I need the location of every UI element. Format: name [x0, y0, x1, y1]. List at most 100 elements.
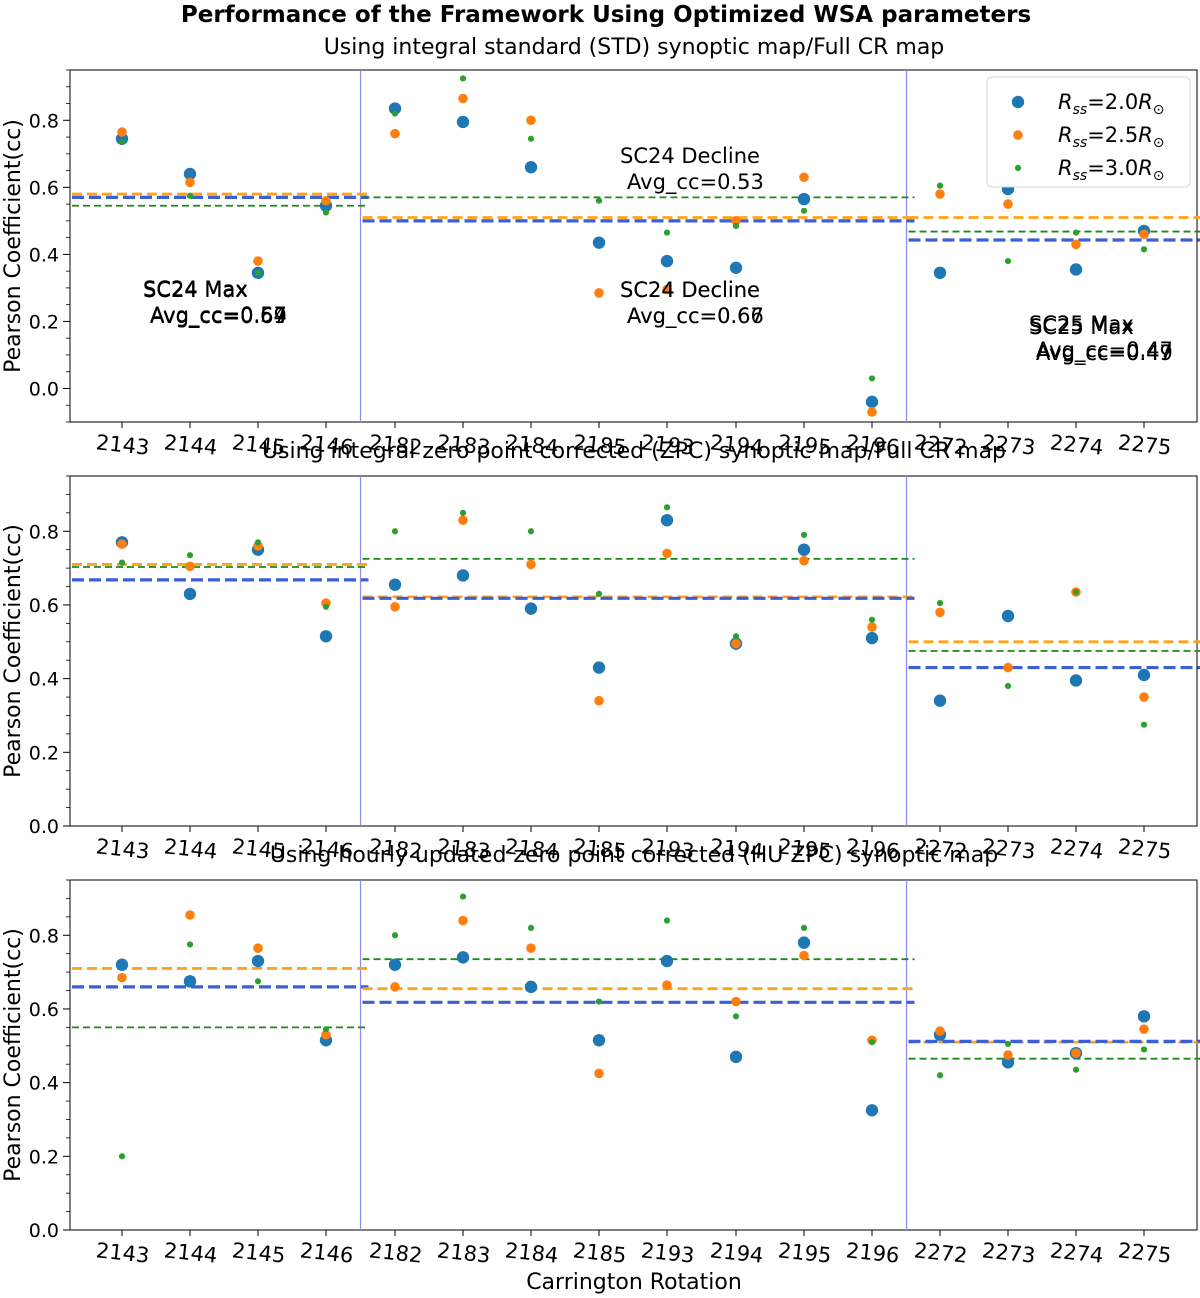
point-rss-3.0-cr2182 — [391, 932, 399, 939]
legend-marker-rss-2.5 — [1013, 130, 1023, 140]
x-tick-label: 2272 — [913, 834, 969, 863]
y-tick-label: 0.6 — [29, 595, 59, 617]
x-tick-label: 2144 — [163, 834, 219, 863]
point-rss-2.0-cr2194 — [729, 261, 743, 274]
phase-avg-label: Avg_cc=0.49 — [1036, 341, 1173, 366]
point-rss-3.0-cr2273 — [1004, 257, 1012, 265]
point-rss-3.0-cr2146 — [322, 209, 330, 216]
x-tick-label: 2274 — [1049, 430, 1105, 459]
legend: Rss=2.0R⊙ Rss=2.5R⊙ Rss=3.0R⊙ — [986, 76, 1191, 188]
phase-label: SC25 Max — [1029, 315, 1134, 339]
point-rss-3.0-cr2182 — [391, 528, 399, 535]
x-tick-label: 2184 — [504, 1238, 560, 1267]
x-tick-label: 2183 — [436, 1238, 492, 1267]
panel-1: Using integral standard (STD) synoptic m… — [1, 35, 1200, 460]
y-axis-label: Pearson Coefficient(cc) — [1, 928, 26, 1182]
point-rss-2.0-cr2185 — [592, 236, 606, 249]
point-rss-2.0-cr2184 — [524, 602, 538, 615]
point-rss-3.0-cr2144 — [186, 552, 194, 559]
point-rss-2.5-cr2146 — [321, 1029, 331, 1040]
y-tick-label: 0.2 — [29, 311, 59, 333]
point-rss-3.0-cr2194 — [732, 1013, 740, 1020]
point-rss-2.0-cr2274 — [1069, 674, 1083, 687]
point-rss-2.0-cr2196 — [865, 395, 879, 409]
point-rss-3.0-cr2146 — [322, 603, 330, 610]
point-rss-3.0-cr2196 — [868, 1039, 876, 1046]
point-rss-3.0-cr2144 — [186, 192, 194, 199]
point-rss-3.0-cr2183 — [459, 75, 467, 82]
point-rss-3.0-cr2273 — [1004, 1040, 1012, 1048]
x-tick-label: 2193 — [640, 430, 696, 459]
y-axis-label: Pearson Coefficient(cc) — [1, 119, 26, 373]
point-rss-2.0-cr2275 — [1137, 668, 1151, 682]
x-tick-label: 2196 — [845, 430, 901, 459]
point-rss-2.5-cr2182 — [390, 128, 400, 139]
point-rss-3.0-cr2185 — [595, 590, 603, 597]
x-tick-label: 2143 — [95, 430, 151, 459]
legend-box — [986, 76, 1191, 188]
point-rss-2.0-cr2185 — [592, 1034, 606, 1047]
point-rss-3.0-cr2274 — [1072, 588, 1080, 596]
point-rss-2.5-cr2193 — [662, 548, 672, 559]
x-tick-label: 2182 — [368, 430, 424, 459]
point-rss-2.5-cr2146 — [321, 195, 331, 206]
x-tick-label: 2146 — [299, 430, 355, 459]
phase-label: SC25 Max — [1029, 315, 1134, 339]
point-rss-2.5-cr2182 — [390, 601, 400, 612]
x-tick-label: 2145 — [231, 1238, 287, 1267]
x-tick-label: 2184 — [504, 834, 560, 863]
x-tick-label: 2273 — [981, 1238, 1037, 1267]
x-tick-label: 2143 — [95, 1238, 151, 1267]
point-rss-3.0-cr2144 — [186, 941, 194, 948]
point-rss-2.0-cr2184 — [524, 980, 538, 994]
legend-label-rss-3.0: Rss=3.0R⊙ — [1058, 156, 1165, 184]
y-tick-label: 0.4 — [29, 669, 59, 691]
point-rss-3.0-cr2193 — [663, 229, 671, 236]
legend-label-rss-2.0: Rss=2.0R⊙ — [1058, 90, 1165, 118]
panel-2: Using integral zero point corrected (ZPC… — [1, 278, 1200, 864]
x-tick-label: 2143 — [95, 834, 151, 863]
point-rss-3.0-cr2196 — [868, 375, 876, 382]
point-rss-2.5-cr2194 — [731, 638, 741, 649]
point-rss-2.0-cr2273 — [1001, 609, 1015, 623]
x-tick-label: 2144 — [163, 1238, 219, 1267]
point-rss-2.5-cr2193 — [662, 980, 672, 990]
x-tick-label: 2183 — [436, 430, 492, 459]
x-tick-label: 2275 — [1117, 834, 1173, 863]
point-rss-2.0-cr2196 — [865, 1104, 879, 1117]
point-rss-2.0-cr2274 — [1069, 263, 1083, 276]
point-rss-3.0-cr2184 — [527, 528, 535, 535]
point-rss-2.0-cr2272 — [933, 266, 947, 280]
point-rss-2.5-cr2273 — [1003, 199, 1013, 209]
phase-label: SC24 Decline — [620, 278, 760, 302]
point-rss-3.0-cr2143 — [118, 559, 126, 566]
point-rss-2.0-cr2183 — [456, 569, 470, 582]
point-rss-3.0-cr2272 — [936, 600, 944, 607]
point-rss-2.5-cr2185 — [594, 288, 604, 298]
point-rss-3.0-cr2143 — [118, 1153, 126, 1160]
point-rss-3.0-cr2146 — [322, 1026, 330, 1033]
point-rss-2.0-cr2146 — [319, 630, 333, 643]
panel-3: Using hourly updated zero point correcte… — [1, 278, 1200, 1268]
phase-avg-label: Avg_cc=0.47 — [1036, 338, 1173, 363]
phase-label: SC24 Max — [143, 278, 248, 302]
x-tick-label: 2193 — [640, 834, 696, 863]
legend-label-rss-2.5: Rss=2.5R⊙ — [1058, 123, 1165, 151]
point-rss-3.0-cr2193 — [663, 504, 671, 511]
point-rss-3.0-cr2183 — [459, 893, 467, 900]
phase-avg-label: Avg_cc=0.47 — [1036, 341, 1173, 366]
point-rss-3.0-cr2145 — [254, 978, 262, 985]
point-rss-3.0-cr2185 — [595, 998, 603, 1005]
x-tick-label: 2273 — [981, 834, 1037, 863]
y-tick-label: 0.6 — [29, 177, 59, 199]
point-rss-2.5-cr2184 — [526, 559, 536, 570]
point-rss-2.0-cr2182 — [388, 102, 402, 115]
panels: Using integral standard (STD) synoptic m… — [1, 35, 1200, 1268]
point-rss-2.5-cr2184 — [526, 115, 536, 126]
y-tick-label: 0.2 — [29, 742, 59, 764]
point-rss-3.0-cr2143 — [118, 138, 126, 146]
point-rss-2.5-cr2273 — [1003, 1050, 1013, 1060]
point-rss-3.0-cr2272 — [936, 182, 944, 189]
point-rss-2.0-cr2195 — [797, 936, 811, 949]
plot-frame — [69, 475, 1198, 827]
